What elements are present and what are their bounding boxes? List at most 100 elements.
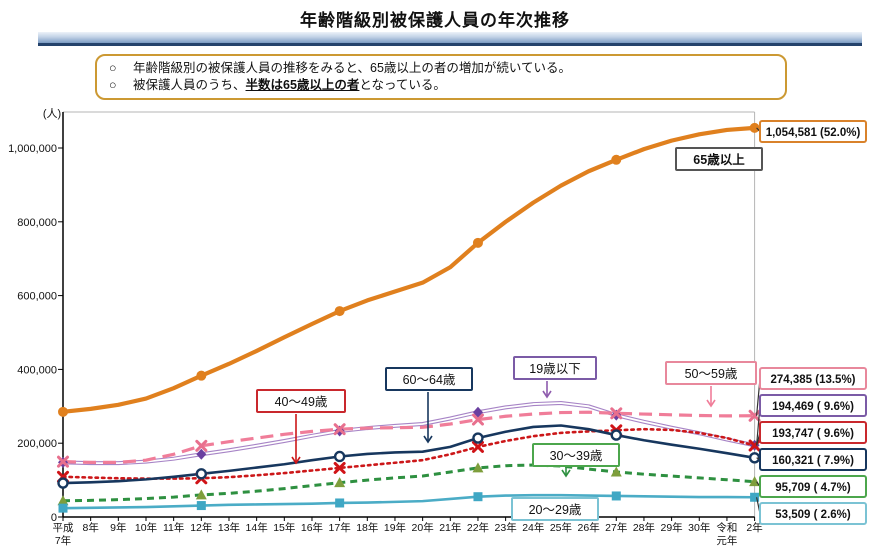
chart-text: 50～59歳 (685, 367, 738, 381)
chart-text: 0 (51, 512, 57, 524)
series-marker-age65plus (58, 406, 68, 417)
chart-text: 18年 (356, 521, 378, 534)
value-box-age60_64 (759, 448, 867, 471)
chart-text: 令和 (716, 521, 737, 534)
value-box-age40_49 (759, 421, 867, 444)
chart-text: 19歳以下 (529, 362, 580, 376)
series-marker-age40_49 (471, 440, 484, 453)
circle-bullet-icon: ○ (109, 61, 117, 75)
series-marker-age65plus (334, 306, 345, 317)
series-line-age50_59 (62, 410, 755, 464)
chart-text: 23年 (495, 521, 517, 534)
series-marker-age30_39 (57, 495, 69, 506)
chart-text: 26年 (578, 521, 600, 534)
series-marker-age60_64 (57, 477, 69, 489)
chart-text: (人) (43, 107, 61, 120)
series-marker-age30_39 (195, 489, 207, 500)
summary-line-1-text: 年齢階級別の被保護人員の推移をみると、65歳以上の者の増加が続いている。 (133, 61, 572, 75)
chart-text: 800,000 (17, 217, 57, 229)
series-marker-age20_29 (473, 492, 483, 502)
chart-text: 25年 (550, 521, 572, 534)
series-marker-age40_49 (333, 461, 346, 474)
series-label-box-age60_64 (385, 367, 473, 391)
chart-text: 53,509 ( 2.6%) (775, 509, 851, 521)
label-arrowhead-age19under (542, 390, 552, 399)
chart-text: 274,385 (13.5%) (770, 374, 855, 386)
series-marker-age50_59 (195, 439, 208, 452)
series-marker-age60_64 (610, 429, 622, 441)
series-label-box-age19under (513, 356, 597, 380)
summary-line-2: ○ 被保護人員のうち、半数は65歳以上の者となっている。 (109, 77, 773, 94)
series-marker-age50_59 (610, 407, 623, 420)
value-box-age30_39 (759, 475, 867, 498)
summary-callout-box: ○ 年齢階級別の被保護人員の推移をみると、65歳以上の者の増加が続いている。 ○ 被… (95, 54, 787, 100)
chart-text: 19年 (384, 521, 406, 534)
series-marker-age30_39 (472, 462, 484, 473)
series-marker-age50_59 (57, 455, 69, 468)
series-marker-age30_39 (334, 477, 346, 488)
chart-text: 1,054,581 (52.0%) (766, 127, 861, 139)
chart-text: 600,000 (17, 291, 57, 303)
series-marker-age50_59 (748, 409, 761, 422)
series-marker-age65plus (749, 122, 760, 133)
series-line-age40_49 (61, 427, 756, 480)
chart-text: 12年 (190, 521, 212, 534)
chart-text: 13年 (218, 521, 240, 534)
series-marker-age20_29 (335, 498, 345, 508)
chart-text: 2年 (746, 521, 762, 534)
summary-line-2-emphasis: 半数は65歳以上の者 (245, 78, 360, 92)
chart-text: 22年 (467, 521, 489, 534)
series-line-age60_64 (62, 424, 755, 485)
chart-text: 15年 (273, 521, 295, 534)
chart-text: 60～64歳 (403, 373, 456, 387)
chart-text: 40～49歳 (275, 395, 328, 409)
chart-text: 24年 (522, 521, 544, 534)
series-marker-age60_64 (333, 450, 346, 463)
series-label-box-age20_29 (511, 497, 599, 521)
series-marker-age20_29 (611, 491, 621, 501)
series-line-age30_39 (62, 463, 755, 503)
chart-text: 17年 (329, 521, 351, 534)
chart-text: 9年 (110, 521, 126, 534)
chart-text: 平成 (53, 522, 74, 534)
chart-text: 21年 (439, 521, 461, 534)
chart-text: 65歳以上 (693, 152, 745, 167)
series-marker-age50_59 (471, 413, 484, 426)
summary-line-1: ○ 年齢階級別の被保護人員の推移をみると、65歳以上の者の増加が続いている。 (109, 60, 773, 77)
chart-text: 30～39歳 (550, 449, 603, 463)
series-marker-age60_64 (472, 432, 484, 444)
chart-text: 160,321 ( 7.9%) (772, 455, 854, 467)
label-arrowhead-age40_49 (291, 456, 301, 465)
value-box-age50_59 (759, 367, 867, 390)
label-arrowhead-age30_39 (561, 469, 571, 478)
series-line-age19under (62, 400, 756, 466)
chart-text: 8年 (82, 521, 98, 534)
series-marker-age30_39 (610, 466, 622, 477)
value-box-age19under (759, 394, 867, 417)
series-marker-age20_29 (750, 492, 760, 502)
summary-line-2-post: となっている。 (359, 78, 446, 92)
series-label-box-age30_39 (532, 443, 620, 467)
series-marker-age20_29 (58, 503, 68, 513)
chart-text: 30年 (688, 521, 710, 534)
chart-text: 400,000 (17, 364, 57, 376)
chart-text: 20～29歳 (529, 503, 582, 517)
chart-text: 200,000 (17, 438, 57, 450)
series-marker-age20_29 (196, 501, 206, 511)
series-label-box-age65plus (675, 147, 763, 171)
value-box-age65plus (759, 120, 867, 143)
series-marker-age60_64 (195, 468, 208, 480)
chart-text: 16年 (301, 521, 323, 534)
chart-text: 元年 (716, 534, 737, 547)
chart-text: 11年 (163, 521, 184, 534)
series-marker-age19under (472, 406, 483, 418)
label-arrowhead-age50_59 (706, 399, 716, 408)
chart-text: 29年 (661, 521, 683, 534)
chart-text: 27年 (605, 521, 627, 534)
series-label-box-age50_59 (665, 361, 757, 385)
series-line-age20_29 (62, 493, 755, 510)
summary-line-2-pre: 被保護人員のうち、 (133, 78, 246, 92)
page-title: 年齢階級別被保護人員の年次推移 (300, 11, 570, 30)
chart-text: 14年 (246, 521, 268, 534)
